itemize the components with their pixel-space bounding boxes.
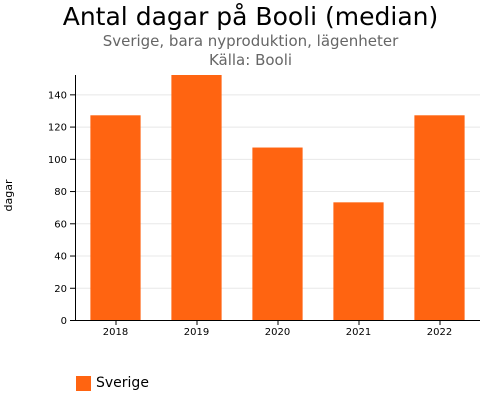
chart-subtitle: Sverige, bara nyproduktion, lägenheter: [102, 32, 399, 50]
y-tick-label-60: 60: [54, 219, 67, 230]
bar-2019: [171, 75, 222, 320]
legend-label-sverige: Sverige: [96, 375, 149, 391]
x-tick-label-2021: 2021: [346, 327, 371, 338]
legend-swatch-sverige: [76, 375, 91, 391]
y-tick-label-0: 0: [61, 316, 67, 327]
axes: 0 20 40 60 80 100 120 140 2018 2019 2020 2021 2022: [48, 75, 480, 338]
y-tick-label-120: 120: [48, 123, 67, 134]
chart-title: Antal dagar på Booli (median): [62, 2, 439, 31]
x-tick-label-2022: 2022: [427, 327, 452, 338]
y-axis-title: dagar: [2, 179, 15, 211]
bars: [90, 75, 465, 320]
bar-2022: [414, 115, 465, 320]
y-tick-label-20: 20: [54, 284, 67, 295]
y-tick-label-80: 80: [54, 187, 67, 198]
bar-2021: [333, 202, 384, 320]
x-tick-label-2018: 2018: [103, 327, 128, 338]
y-tick-label-40: 40: [54, 252, 67, 263]
bar-2018: [90, 115, 141, 320]
legend: Sverige: [76, 374, 149, 392]
y-tick-label-140: 140: [48, 90, 67, 101]
x-tick-label-2019: 2019: [184, 327, 209, 338]
chart-source: Källa: Booli: [208, 51, 293, 69]
x-tick-label-2020: 2020: [265, 327, 290, 338]
y-tick-label-100: 100: [48, 155, 67, 166]
bar-2020: [252, 147, 303, 320]
